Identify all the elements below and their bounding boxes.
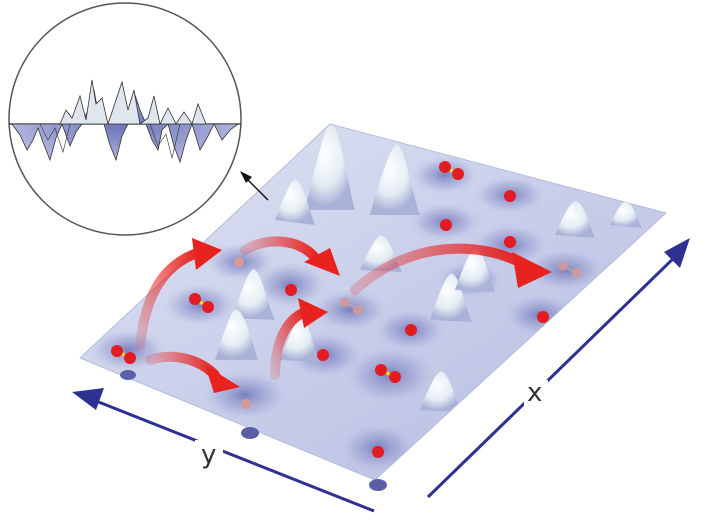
dimer (439, 161, 464, 180)
atom (504, 190, 516, 202)
atom (317, 349, 329, 361)
hop-arrow (240, 236, 323, 267)
atom (440, 219, 452, 231)
faded-dimer (558, 261, 582, 278)
faded-atom (234, 257, 244, 267)
x-axis-arrowhead (664, 238, 690, 268)
hop-arrow-head (192, 238, 222, 270)
atom (372, 446, 384, 458)
y-axis-line (85, 395, 375, 513)
hop-arrow (135, 247, 205, 350)
hop-arrow-head (205, 365, 240, 393)
atom (504, 236, 516, 248)
inset-pointer-line (245, 177, 269, 201)
hop-arrow-head (512, 252, 552, 288)
inset-profile (9, 79, 241, 164)
hop-arrow (350, 243, 530, 295)
adsorbates (111, 161, 582, 458)
atom (405, 324, 417, 336)
faded-atom (241, 399, 251, 409)
hop-arrow-head (304, 248, 340, 276)
dimer (375, 364, 401, 383)
axes: y x (72, 238, 690, 513)
dimer (189, 293, 214, 313)
hop-arrows (135, 236, 552, 393)
x-axis-line (426, 250, 682, 499)
inset-magnifier (8, 2, 269, 236)
dimer (111, 345, 136, 364)
hop-arrow-head (298, 298, 328, 328)
hop-arrow (270, 307, 310, 380)
y-axis-label: y (201, 440, 216, 470)
inset-pointer-arrowhead (240, 171, 252, 183)
faded-dimer (340, 297, 363, 315)
atom (285, 284, 297, 296)
x-axis-label: x (527, 378, 542, 408)
atom (537, 311, 549, 323)
y-axis-arrowhead (72, 388, 104, 410)
